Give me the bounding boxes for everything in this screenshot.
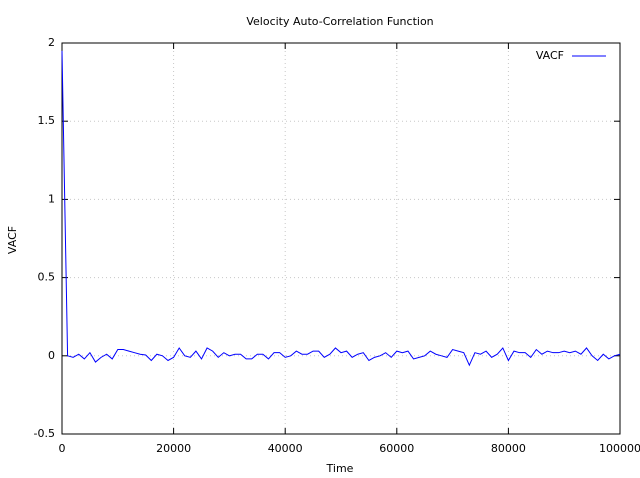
x-tick-label: 40000 xyxy=(268,442,303,455)
x-axis-label: Time xyxy=(326,462,354,475)
x-tick-label: 60000 xyxy=(379,442,414,455)
x-tick-label: 20000 xyxy=(156,442,191,455)
y-tick-label: 2 xyxy=(48,36,55,49)
y-tick-label: 0 xyxy=(48,349,55,362)
plot-border xyxy=(61,42,621,435)
x-tick-label: 80000 xyxy=(491,442,526,455)
y-tick-label: 0.5 xyxy=(38,271,56,284)
y-tick-label: 1 xyxy=(48,192,55,205)
chart-title: Velocity Auto-Correlation Function xyxy=(246,15,433,28)
y-tick-label: -0.5 xyxy=(34,427,55,440)
x-tick-label: 100000 xyxy=(599,442,640,455)
x-tick-label: 0 xyxy=(59,442,66,455)
legend-label: VACF xyxy=(536,49,564,62)
y-axis-label: VACF xyxy=(6,226,19,254)
y-tick-label: 1.5 xyxy=(38,114,56,127)
data-line xyxy=(61,50,621,367)
